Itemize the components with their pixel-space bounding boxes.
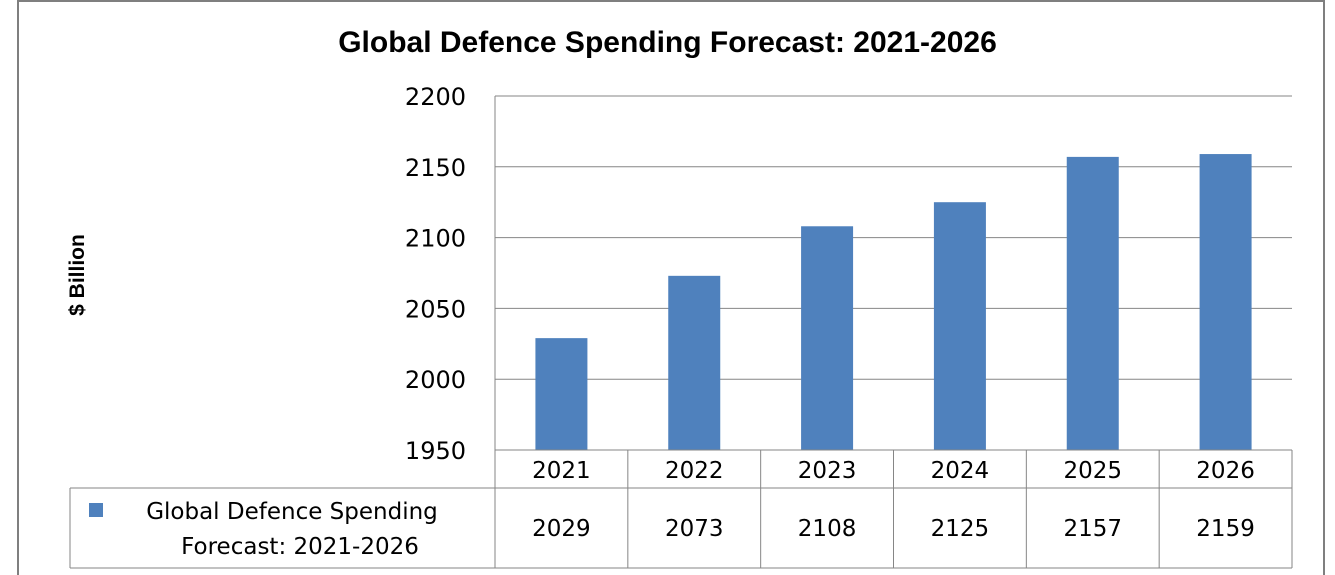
- x-tick-label: 2023: [798, 458, 857, 484]
- x-tick-label: 2025: [1063, 458, 1122, 484]
- data-label: 2159: [1196, 516, 1255, 542]
- x-tick-label: 2024: [931, 458, 990, 484]
- data-label: 2073: [665, 516, 724, 542]
- bar: [535, 338, 588, 450]
- bar: [668, 275, 721, 450]
- y-tick-label: 2050: [405, 295, 466, 323]
- data-label: 2157: [1063, 516, 1122, 542]
- legend-label-line: Global Defence Spending: [146, 499, 438, 525]
- chart-title: Global Defence Spending Forecast: 2021-2…: [338, 26, 997, 59]
- y-tick-label: 2000: [405, 366, 466, 394]
- data-label: 2029: [532, 516, 591, 542]
- data-label: 2108: [798, 516, 857, 542]
- x-tick-label: 2022: [665, 458, 724, 484]
- y-tick-label: 2100: [405, 225, 466, 253]
- legend-label-line: Forecast: 2021-2026: [181, 534, 419, 560]
- bar: [1199, 154, 1252, 450]
- data-label: 2125: [931, 516, 990, 542]
- y-tick-label: 1950: [405, 437, 466, 465]
- y-tick-label: 2150: [405, 154, 466, 182]
- y-tick-label: 2200: [405, 83, 466, 111]
- bar: [933, 202, 986, 450]
- x-tick-label: 2021: [532, 458, 591, 484]
- x-tick-label: 2026: [1196, 458, 1255, 484]
- legend-swatch: [89, 503, 103, 517]
- bar: [1066, 156, 1119, 450]
- chart-frame: [17, 0, 1325, 575]
- bar: [801, 226, 854, 450]
